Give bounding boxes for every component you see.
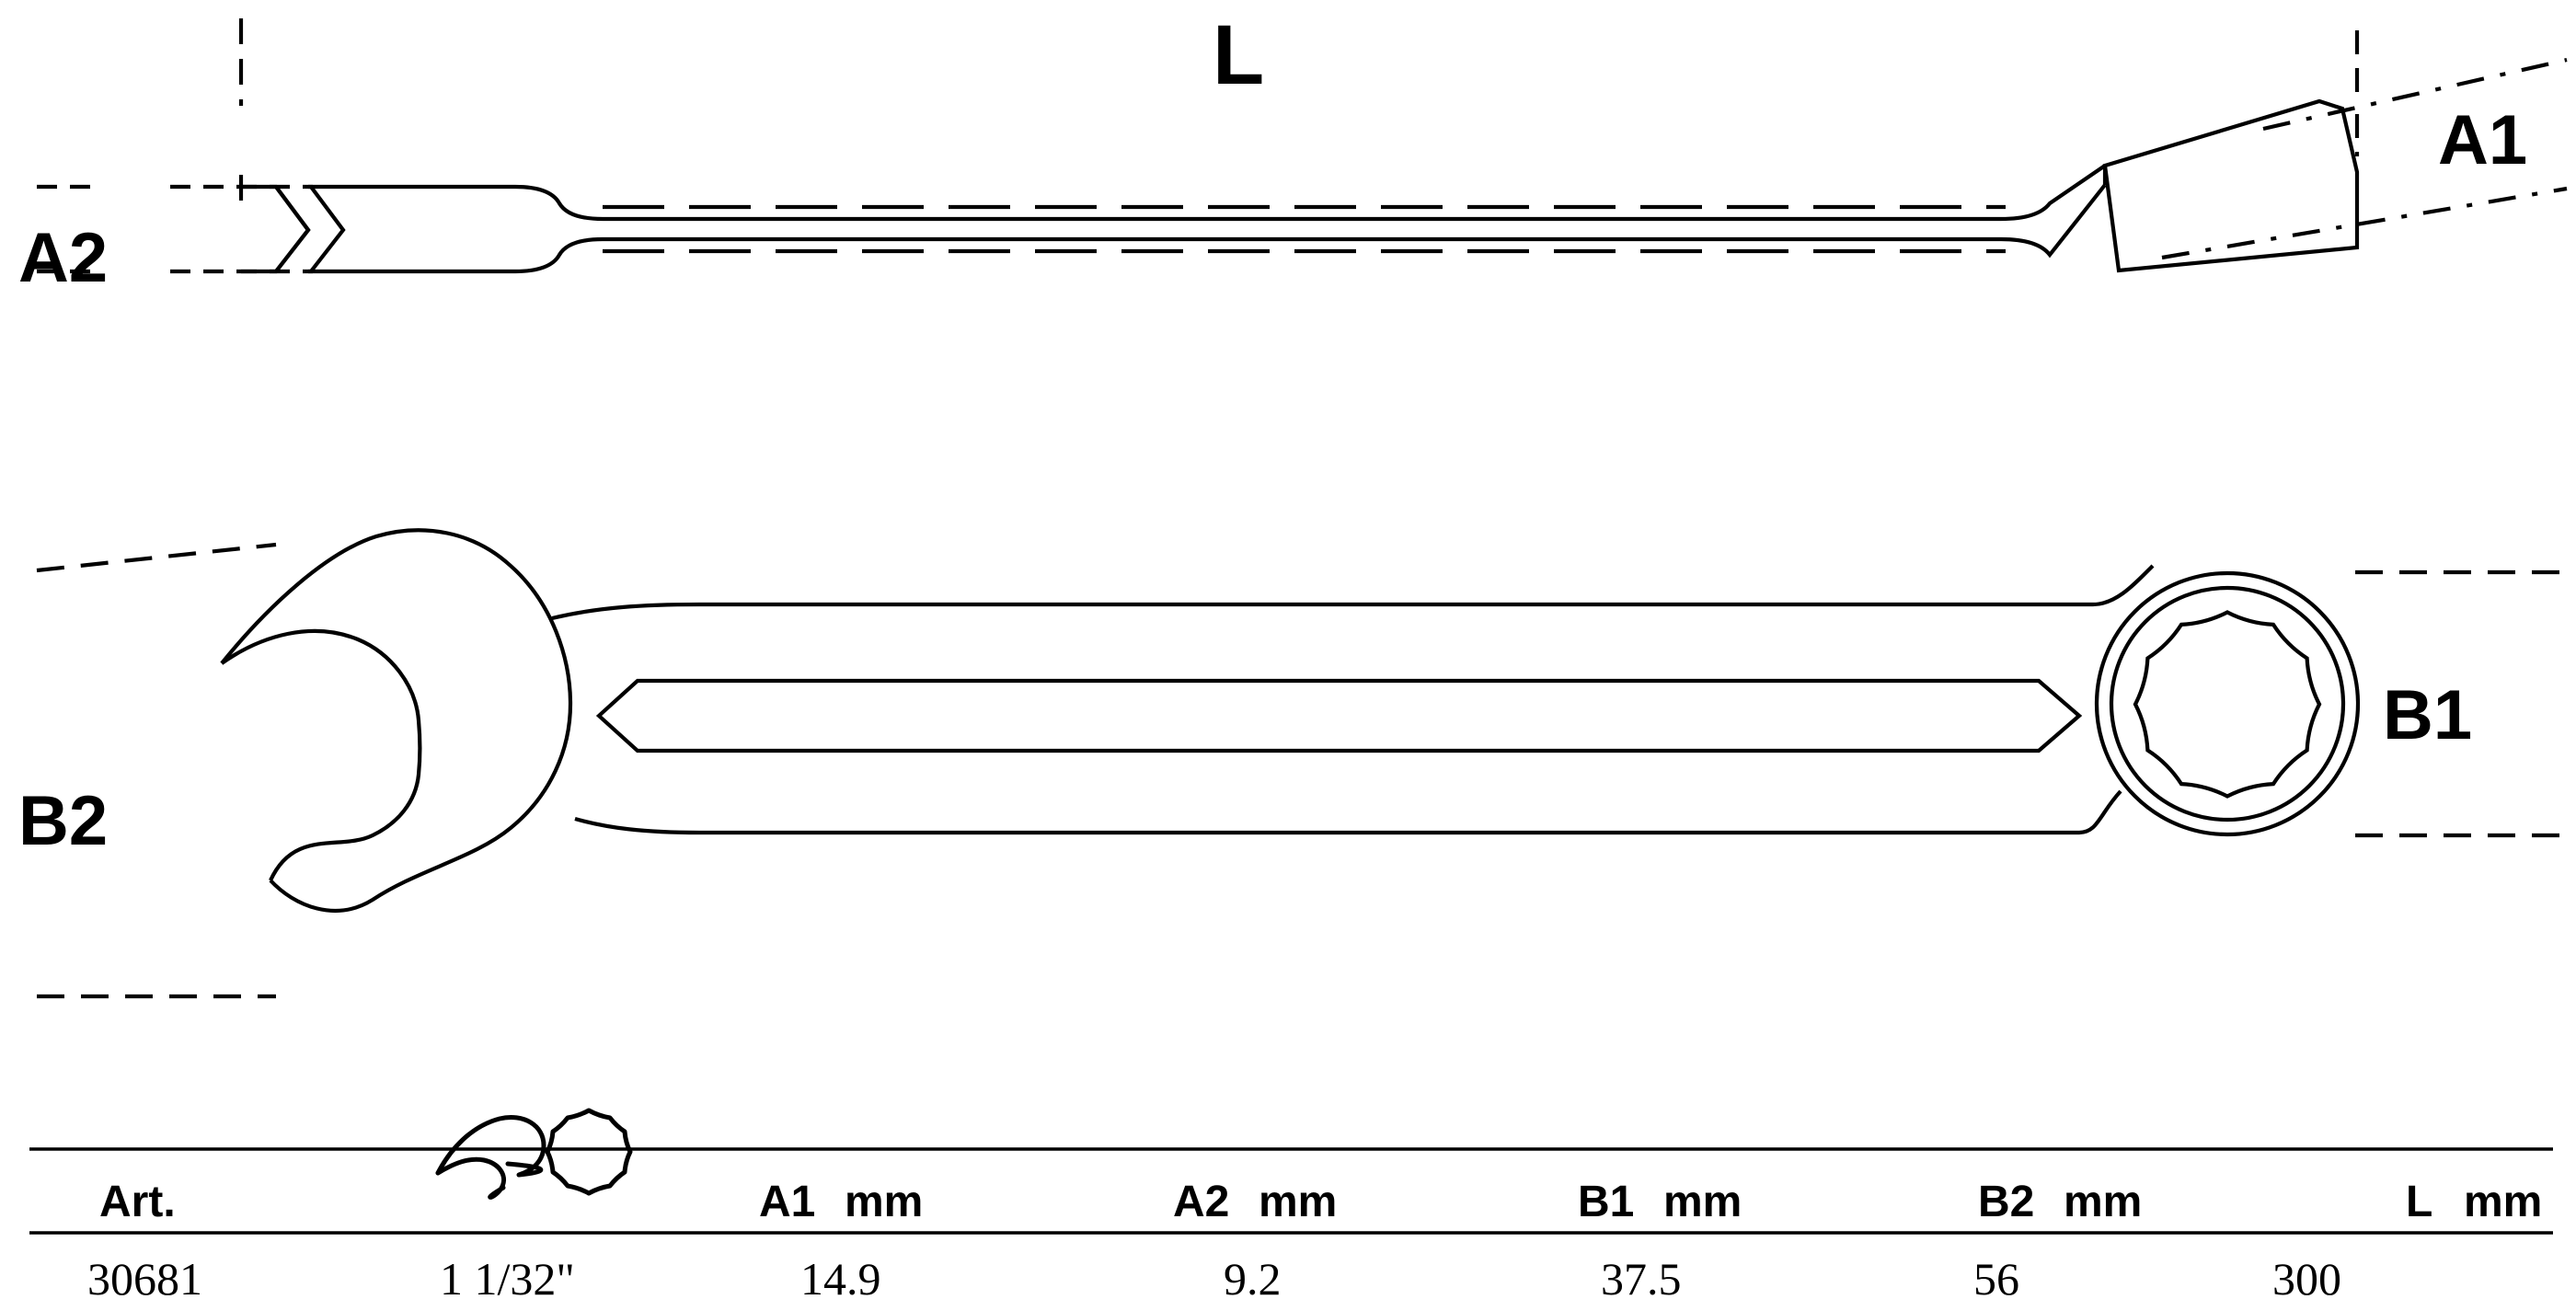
svg-text:mm: mm — [2464, 1178, 2542, 1226]
svg-text:L: L — [2406, 1178, 2432, 1226]
svg-text:B1: B1 — [2383, 676, 2472, 754]
svg-text:A1: A1 — [2438, 101, 2527, 179]
svg-text:300: 300 — [2272, 1253, 2341, 1305]
svg-text:mm: mm — [845, 1178, 923, 1226]
svg-text:14.9: 14.9 — [800, 1253, 881, 1305]
svg-text:A1: A1 — [759, 1178, 815, 1226]
svg-text:9.2: 9.2 — [1224, 1253, 1282, 1305]
svg-text:56: 56 — [1973, 1253, 2019, 1305]
svg-text:B2: B2 — [18, 782, 108, 860]
svg-text:B1: B1 — [1578, 1178, 1634, 1226]
svg-text:A2: A2 — [1173, 1178, 1229, 1226]
svg-text:mm: mm — [1259, 1178, 1337, 1226]
svg-text:30681: 30681 — [87, 1253, 202, 1305]
svg-text:mm: mm — [2064, 1178, 2142, 1226]
svg-text:A2: A2 — [18, 219, 108, 297]
svg-text:B2: B2 — [1978, 1178, 2034, 1226]
svg-text:Art.: Art. — [99, 1178, 176, 1226]
svg-text:L: L — [1213, 8, 1264, 102]
svg-text:mm: mm — [1663, 1178, 1742, 1226]
svg-text:37.5: 37.5 — [1601, 1253, 1682, 1305]
svg-text:1 1/32": 1 1/32" — [440, 1253, 575, 1305]
